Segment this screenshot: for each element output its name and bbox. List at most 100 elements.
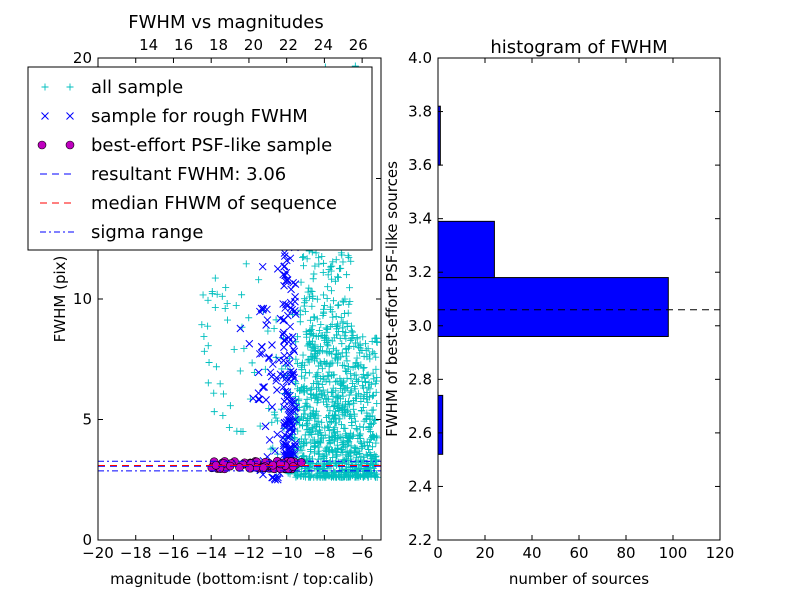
- scatter-point-plus: [304, 288, 312, 296]
- scatter-point-plus: [318, 389, 326, 397]
- scatter-point-x: [282, 256, 291, 265]
- hist-x-tick-label: 120: [706, 544, 735, 562]
- scatter-point-plus: [353, 467, 361, 475]
- scatter-point-plus: [310, 449, 318, 457]
- scatter-point-x: [291, 310, 300, 318]
- scatter-point-plus: [309, 322, 317, 330]
- scatter-point-plus: [349, 363, 357, 371]
- scatter-point-plus: [345, 412, 353, 420]
- scatter-point-plus: [323, 414, 331, 422]
- legend-item: median FHWM of sequence: [40, 193, 337, 214]
- scatter-point-plus: [361, 374, 369, 382]
- scatter-point-plus: [272, 414, 280, 422]
- scatter-point-plus: [333, 451, 341, 459]
- scatter-point-plus: [315, 443, 323, 451]
- scatter-point-plus: [204, 342, 212, 350]
- scatter-point-x: [282, 377, 291, 386]
- top-x-tick-label: 18: [209, 36, 228, 54]
- scatter-point-plus: [296, 386, 304, 394]
- scatter-point-plus: [311, 341, 319, 349]
- scatter-point-x: [276, 314, 285, 323]
- scatter-point-plus: [274, 417, 282, 425]
- hist-y-tick-label: 3.6: [408, 156, 432, 174]
- scatter-point-plus: [328, 320, 336, 328]
- scatter-point-plus: [371, 473, 379, 481]
- scatter-point-plus: [314, 447, 322, 455]
- scatter-point-plus: [337, 314, 345, 322]
- scatter-point-plus: [356, 432, 364, 440]
- scatter-point-plus: [306, 316, 314, 324]
- scatter-point-plus: [334, 350, 342, 358]
- scatter-point-plus: [272, 316, 280, 324]
- scatter-point-plus: [333, 428, 341, 436]
- scatter-point-plus: [310, 331, 318, 339]
- scatter-point-plus: [352, 339, 360, 347]
- scatter-point-plus: [211, 303, 219, 311]
- scatter-point-plus: [347, 388, 355, 396]
- scatter-point-plus: [345, 253, 353, 261]
- scatter-point-plus: [306, 472, 314, 480]
- scatter-point-x: [285, 359, 294, 368]
- scatter-point-plus: [219, 412, 227, 420]
- scatter-point-plus: [309, 379, 317, 387]
- scatter-point-plus: [346, 433, 354, 441]
- scatter-point-plus: [370, 461, 378, 469]
- scatter-point-plus: [348, 387, 356, 395]
- scatter-point-x: [260, 383, 269, 391]
- scatter-point-plus: [256, 422, 264, 430]
- scatter-point-plus: [300, 452, 308, 460]
- scatter-point-plus: [318, 418, 326, 426]
- scatter-point-plus: [323, 324, 331, 332]
- scatter-point-plus: [358, 346, 366, 354]
- scatter-point-plus: [295, 403, 303, 411]
- scatter-point-x: [41, 112, 49, 120]
- scatter-point-plus: [325, 395, 333, 403]
- hist-y-tick-label: 2.2: [408, 531, 432, 549]
- x-tick-label: −20: [82, 544, 114, 562]
- scatter-point-plus: [303, 426, 311, 434]
- scatter-point-plus: [340, 298, 348, 306]
- scatter-point-plus: [346, 449, 354, 457]
- scatter-ylabel: FWHM (pix): [51, 256, 69, 343]
- scatter-point-plus: [305, 293, 313, 301]
- scatter-point-plus: [296, 318, 304, 326]
- scatter-point-x: [271, 447, 279, 455]
- scatter-point-plus: [325, 368, 333, 376]
- scatter-point-plus: [298, 366, 306, 374]
- scatter-point-plus: [333, 331, 341, 339]
- scatter-point-x: [265, 353, 273, 362]
- scatter-point-x: [273, 265, 282, 273]
- scatter-point-plus: [347, 257, 355, 265]
- scatter-point-plus: [307, 447, 315, 455]
- scatter-point-x: [290, 398, 299, 407]
- legend-items: all sample sample for rough FWHM best-effo…: [37, 77, 337, 243]
- scatter-point-plus: [314, 393, 322, 401]
- scatter-point-plus: [369, 443, 377, 451]
- scatter-point-plus: [344, 384, 352, 392]
- scatter-point-x: [259, 470, 267, 479]
- scatter-point-plus: [368, 434, 376, 442]
- scatter-point-x: [265, 436, 274, 444]
- scatter-point-plus: [369, 392, 377, 400]
- scatter-point-plus: [339, 258, 347, 266]
- y-tick-label: 5: [82, 411, 92, 429]
- scatter-point-plus: [226, 402, 234, 410]
- scatter-point-plus: [349, 431, 357, 439]
- legend-item: sample for rough FWHM: [41, 106, 308, 127]
- scatter-point-plus: [352, 458, 360, 466]
- scatter-point-plus: [373, 339, 381, 347]
- scatter-point-plus: [350, 383, 358, 391]
- scatter-point-plus: [343, 320, 351, 328]
- scatter-point-plus: [319, 473, 327, 481]
- scatter-point-plus: [264, 327, 272, 335]
- scatter-point-plus: [300, 262, 308, 270]
- scatter-point-plus: [309, 436, 317, 444]
- scatter-point-plus: [296, 446, 304, 454]
- scatter-point-x: [279, 330, 287, 339]
- scatter-point-plus: [297, 278, 305, 286]
- scatter-point-plus: [342, 329, 350, 337]
- scatter-point-plus: [372, 353, 380, 361]
- scatter-point-x: [282, 359, 290, 367]
- histogram-bar: [437, 220, 495, 279]
- scatter-point-plus: [334, 322, 342, 330]
